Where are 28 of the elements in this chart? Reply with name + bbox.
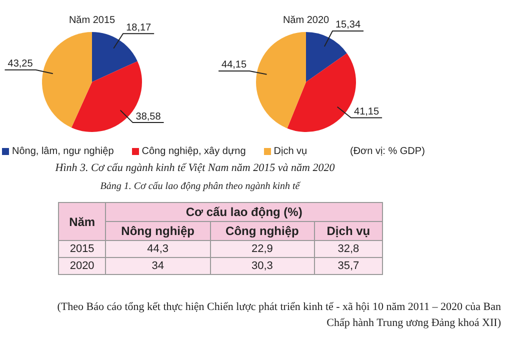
series-label: 2015: [58, 240, 106, 258]
text: (Theo Báo cáo tổng kết thực hiện Chiến lược phát triển kinh tế - xã hội 10 năm 2011 – 2020 của Ban Chấp hành Trung ương Đảng khoá XII): [56, 300, 501, 331]
data-label: 30,3: [210, 258, 314, 274]
data-label: 38,58: [136, 111, 162, 122]
category-label: Công nghiệp: [210, 222, 314, 240]
data-label: 43,25: [8, 58, 34, 70]
text: Năm: [58, 202, 106, 240]
legend-label: Nông, lâm, ngư nghiệp: [12, 146, 114, 157]
category-label: Dịch vụ: [314, 222, 382, 240]
data-label: 44,3: [106, 240, 210, 258]
data-label: 35,7: [314, 258, 382, 274]
data-label: 18,17: [126, 22, 152, 34]
data-label: 15,34: [335, 20, 361, 31]
data-label: 44,15: [222, 60, 247, 71]
text: (Đơn vị: % GDP): [350, 146, 425, 157]
legend-label: Công nghiệp, xây dựng: [142, 146, 246, 157]
text: Hình 3. Cơ cấu ngành kinh tế Việt Nam năm 2015 và năm 2020: [54, 162, 336, 174]
data-label: 34: [106, 258, 210, 274]
data-label: 32,8: [314, 240, 382, 258]
data-label: 22,9: [210, 240, 314, 258]
category-label: Nông nghiệp: [106, 222, 210, 240]
chart-title: Năm 2020: [282, 14, 330, 26]
legend-label: Dịch vụ: [274, 146, 308, 157]
data-label: 41,15: [354, 106, 380, 118]
text: Bảng 1. Cơ cấu lao động phân theo ngành kinh tế: [99, 181, 302, 192]
chart-title: Năm 2015: [68, 14, 116, 26]
text: Cơ cấu lao động (%): [106, 202, 382, 222]
legend-label: 2020: [58, 258, 106, 274]
